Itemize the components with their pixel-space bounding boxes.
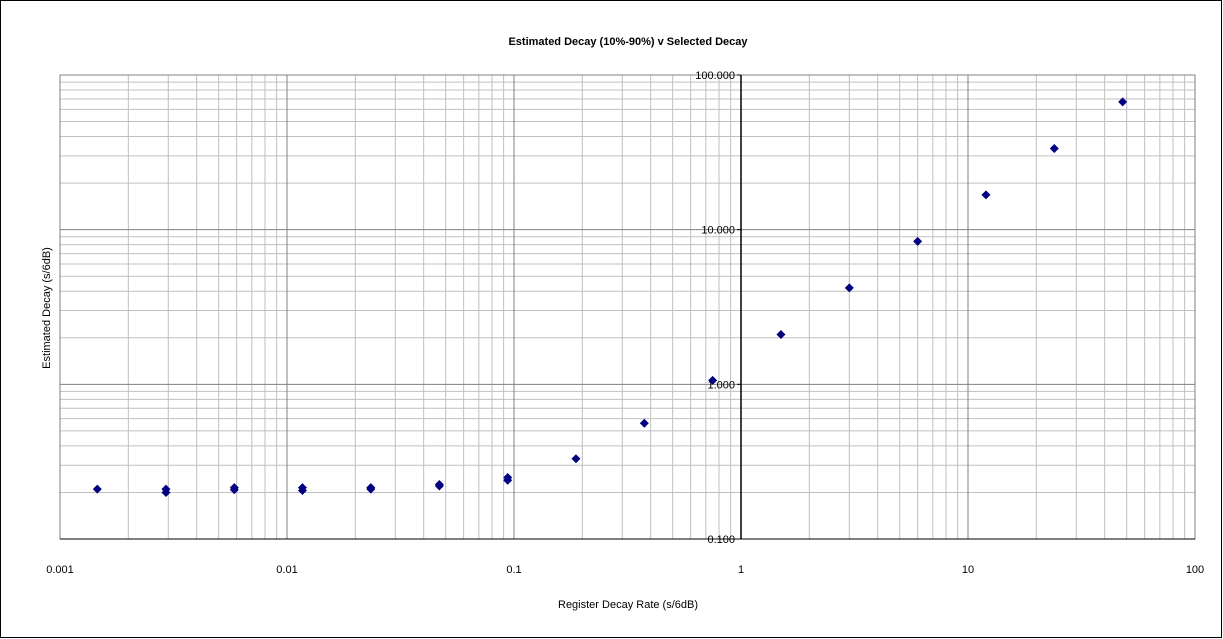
- grid-major: [59, 74, 1196, 540]
- data-point: [1049, 143, 1059, 153]
- data-point: [366, 484, 376, 494]
- data-point: [1118, 97, 1128, 107]
- data-point: [639, 418, 649, 428]
- x-tick-label: 0.001: [46, 564, 74, 576]
- data-point: [571, 454, 581, 464]
- y-axis-label: Estimated Decay (s/6dB): [41, 247, 53, 369]
- data-point: [913, 236, 923, 246]
- grid-minor: [60, 75, 1195, 539]
- data-point: [297, 485, 307, 495]
- data-point: [434, 481, 444, 491]
- x-tick-label: 0.01: [276, 564, 297, 576]
- x-tick-label: 100: [1186, 564, 1204, 576]
- plot-area: [59, 74, 1196, 540]
- x-tick-label: 10: [962, 564, 974, 576]
- data-point: [503, 475, 513, 485]
- y-tick-label: 0.100: [707, 534, 735, 546]
- data-point: [161, 487, 171, 497]
- data-point: [776, 329, 786, 339]
- x-tick-labels: 0.001 0.01 0.1 1 10 100: [46, 564, 1204, 576]
- y-tick-label: 100.000: [695, 70, 735, 82]
- data-point: [92, 484, 102, 494]
- data-point: [229, 485, 239, 495]
- data-points: [92, 97, 1128, 497]
- x-tick-label: 1: [738, 564, 744, 576]
- data-point: [981, 190, 991, 200]
- y-tick-label: 10.000: [701, 225, 735, 237]
- x-axis-label: Register Decay Rate (s/6dB): [558, 599, 698, 611]
- x-tick-label: 0.1: [506, 564, 521, 576]
- data-point: [844, 283, 854, 293]
- chart-title: Estimated Decay (10%-90%) v Selected Dec…: [508, 36, 748, 48]
- axes: [60, 74, 1195, 540]
- data-point: [708, 375, 718, 385]
